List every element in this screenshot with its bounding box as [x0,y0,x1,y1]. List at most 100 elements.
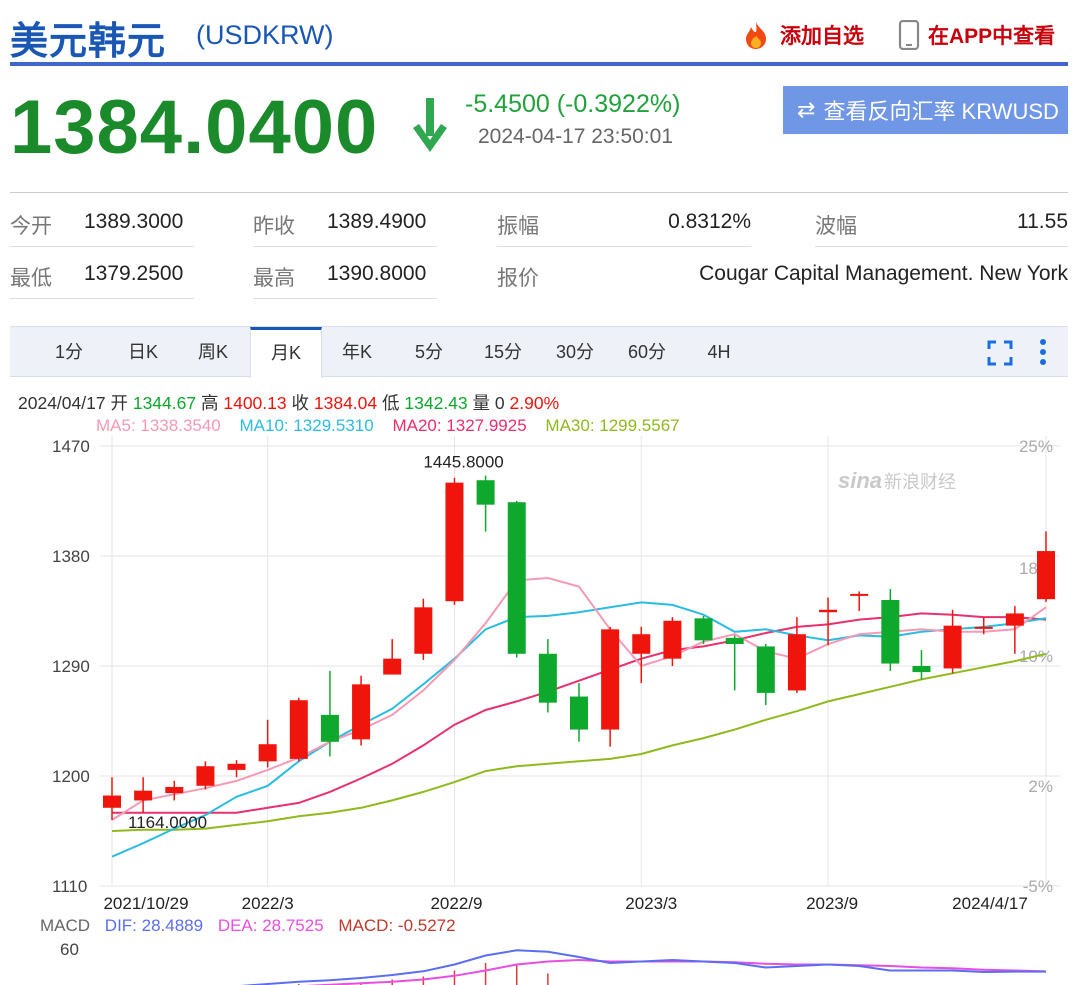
pct-tick-label: 2% [1028,777,1053,796]
stat-underline [10,298,194,299]
stat-value-quoter: Cougar Capital Management. New York [699,262,1068,285]
kline-info: 2024/04/17 开 1344.67 高 1400.13 收 1384.04… [18,390,559,415]
macd-axis-label: 60 [60,940,79,959]
tab-60min[interactable]: 60分 [627,342,667,362]
add-favorite-label: 添加自选 [780,25,864,48]
candle-body [476,480,495,505]
kline-close-label: 收 [291,393,310,413]
stat-label-amplitude: 振幅 [497,215,539,238]
x-tick-label: 2021/10/29 [103,894,188,911]
kline-pct: 2.90% [509,393,560,413]
tab-15min[interactable]: 15分 [483,342,523,362]
tab-4h[interactable]: 4H [707,342,731,362]
macd-chart[interactable]: 60 [0,938,1080,985]
stat-value-prev-close: 1389.4900 [327,210,427,233]
swap-icon: ⇄ [797,97,816,122]
y-tick-label: 1200 [52,767,90,786]
stat-underline [815,246,1068,247]
ma30-line [111,652,1047,832]
x-tick-label: 2022/9 [430,894,482,911]
stat-value-high: 1390.8000 [327,262,427,285]
x-tick-label: 2023/9 [806,894,858,911]
stat-underline [10,246,194,247]
candle-body [632,634,651,654]
candle-body [694,618,713,641]
kline-volume: 0 [494,393,505,413]
macd-dif-label: DIF: 28.4889 [104,916,204,935]
macd-dea-line [304,958,1047,985]
pct-tick-label: 25% [1019,437,1053,456]
kline-high-label: 高 [200,393,219,413]
candle-body [1005,613,1024,626]
candle-body [787,634,806,691]
candle-body [943,625,962,669]
phone-icon [898,20,920,50]
kline-open-label: 开 [110,393,128,413]
macd-dea-label: DEA: 28.7525 [217,916,324,935]
stat-label-prev-close: 昨收 [253,215,295,238]
macd-dif-line [240,949,1046,985]
candle-body [196,766,215,786]
fullscreen-icon[interactable] [986,339,1014,367]
tab-weekly[interactable]: 周K [197,342,228,362]
tab-1min[interactable]: 1分 [54,342,83,362]
kline-close: 1384.04 [313,393,378,413]
reverse-rate-label: 查看反向汇率 KRWUSD [823,99,1059,124]
arrow-down-icon [413,98,447,152]
tab-monthly[interactable]: 月K [250,327,322,378]
kline-high: 1400.13 [223,393,287,413]
min-price-label: 1164.0000 [128,813,207,832]
stat-value-amplitude: 0.8312% [668,210,751,233]
candle-body [352,684,371,740]
pct-tick-label: -5% [1023,877,1053,896]
candle-body [134,790,153,801]
tab-yearly[interactable]: 年K [341,342,372,362]
y-tick-label: 1470 [52,437,90,456]
candle-body [320,714,339,742]
kline-date: 2024/04/17 [18,393,106,413]
candle-body [383,658,402,675]
stat-label-range: 波幅 [815,215,857,238]
kline-low-label: 低 [382,393,400,413]
sina-logo-watermark: sina [838,468,882,493]
price-change: -5.4500 (-0.3922%) [465,90,681,118]
candle-body [912,666,931,673]
x-tick-label: 2024/4/17 [952,894,1028,911]
more-icon[interactable] [1036,337,1050,367]
view-in-app-button[interactable]: 在APP中查看 [898,20,1055,50]
ma30-label: MA30: 1299.5567 [545,416,680,435]
page-title: 美元韩元 [10,21,167,63]
reverse-rate-button[interactable]: ⇄ 查看反向汇率 KRWUSD [783,86,1068,134]
y-tick-label: 1110 [52,877,87,896]
kline-open: 1344.67 [132,393,197,413]
candle-body [414,607,433,654]
candle-body [507,502,526,654]
candle-body [258,744,277,762]
y-tick-label: 1290 [52,657,90,676]
x-tick-label: 2023/3 [625,894,677,911]
ma-legend: MA5: 1338.3540 MA10: 1329.5310 MA20: 132… [96,416,694,436]
max-price-label: 1445.8000 [423,453,503,472]
stat-underline [253,246,437,247]
currency-code: (USDKRW) [196,20,334,50]
candle-body [601,629,620,730]
tab-5min[interactable]: 5分 [414,342,443,362]
macd-value-label: MACD: -0.5272 [338,916,456,935]
macd-legend: MACD DIF: 28.4889 DEA: 28.7525 MACD: -0.… [40,916,466,936]
tab-30min[interactable]: 30分 [555,342,595,362]
stat-value-open: 1389.3000 [84,210,184,233]
y-tick-label: 1380 [52,547,90,566]
header-divider [10,62,1068,66]
candle-body [663,620,682,659]
quote-time: 2024-04-17 23:50:01 [478,125,673,148]
tab-daily[interactable]: 日K [127,342,158,362]
candle-body [881,600,900,664]
candle-body [445,482,464,602]
candle-body [850,593,869,596]
stat-label-high: 最高 [253,267,295,290]
candle-body [227,763,246,770]
add-favorite-button[interactable]: 添加自选 [740,20,864,50]
period-tabbar: 1分 日K 周K 月K 年K 5分 15分 30分 60分 4H [10,326,1068,378]
candle-body [103,795,121,808]
